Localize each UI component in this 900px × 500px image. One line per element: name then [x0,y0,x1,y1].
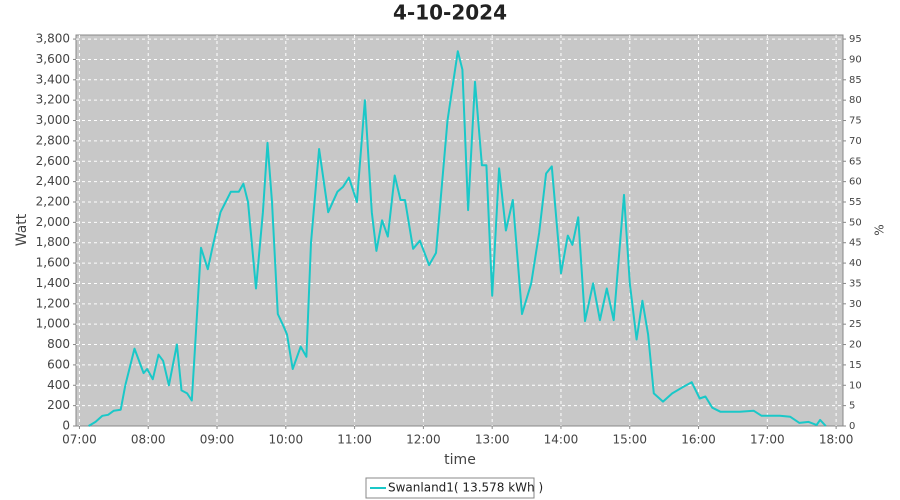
y-tick-label: 3,600 [36,52,70,66]
y2-tick-label: 15 [849,360,862,371]
x-axis-label: time [444,452,476,468]
y2-tick-label: 55 [849,197,862,208]
x-tick-label: 07:00 [62,433,97,447]
y-tick-label: 1,600 [36,256,70,270]
y-tick-label: 1,000 [36,317,70,331]
y2-tick-label: 80 [849,95,862,106]
y2-tick-label: 10 [849,380,862,391]
x-tick-label: 17:00 [750,433,785,447]
y-tick-label: 200 [47,398,70,412]
y2-tick-label: 65 [849,156,862,167]
plot-area [75,34,844,427]
y-tick-label: 3,200 [36,93,70,107]
y2-tick-label: 30 [849,299,862,310]
y-tick-label: 2,800 [36,133,70,147]
y2-tick-label: 20 [849,340,862,351]
x-tick-label: 10:00 [269,433,304,447]
y-tick-label: 2,200 [36,194,70,208]
y-tick-label: 2,400 [36,174,70,188]
chart-title: 4-10-2024 [393,1,507,25]
x-tick-label: 18:00 [819,433,854,447]
y2-tick-label: 50 [849,217,862,228]
y-tick-label: 600 [47,357,70,371]
y2-tick-label: 25 [849,319,862,330]
data-line [88,50,827,427]
x-tick-label: 12:00 [406,433,441,447]
y-tick-label: 1,200 [36,296,70,310]
y2-tick-label: 40 [849,258,862,269]
y-tick-label: 3,000 [36,113,70,127]
legend-label: Swanland1( 13.578 kWh ) [388,481,543,495]
y-tick-label: 0 [62,419,70,433]
y2-tick-label: 90 [849,54,862,65]
y2-tick-label: 85 [849,75,862,86]
x-tick-label: 15:00 [612,433,647,447]
y2-tick-label: 35 [849,278,862,289]
y-tick-label: 800 [47,337,70,351]
y2-tick-label: 70 [849,136,862,147]
y-tick-label: 3,800 [36,32,70,46]
x-tick-label: 16:00 [681,433,716,447]
y2-tick-label: 45 [849,238,862,249]
y-tick-label: 400 [47,378,70,392]
y2-tick-label: 5 [849,401,855,412]
y-tick-label: 1,800 [36,235,70,249]
x-tick-label: 14:00 [544,433,579,447]
y2-tick-label: 95 [849,34,862,45]
y-tick-label: 1,400 [36,276,70,290]
legend [365,477,535,499]
y-axis-label: Watt [14,213,30,246]
x-tick-label: 13:00 [475,433,510,447]
y2-tick-label: 0 [849,421,855,432]
x-tick-label: 11:00 [337,433,372,447]
y2-tick-label: 75 [849,116,862,127]
x-tick-label: 09:00 [200,433,235,447]
x-tick-label: 08:00 [131,433,166,447]
y-tick-label: 3,400 [36,72,70,86]
y-tick-label: 2,000 [36,215,70,229]
y2-tick-label: 60 [849,177,862,188]
y-tick-label: 2,600 [36,154,70,168]
y2-axis-label: % [873,224,887,235]
